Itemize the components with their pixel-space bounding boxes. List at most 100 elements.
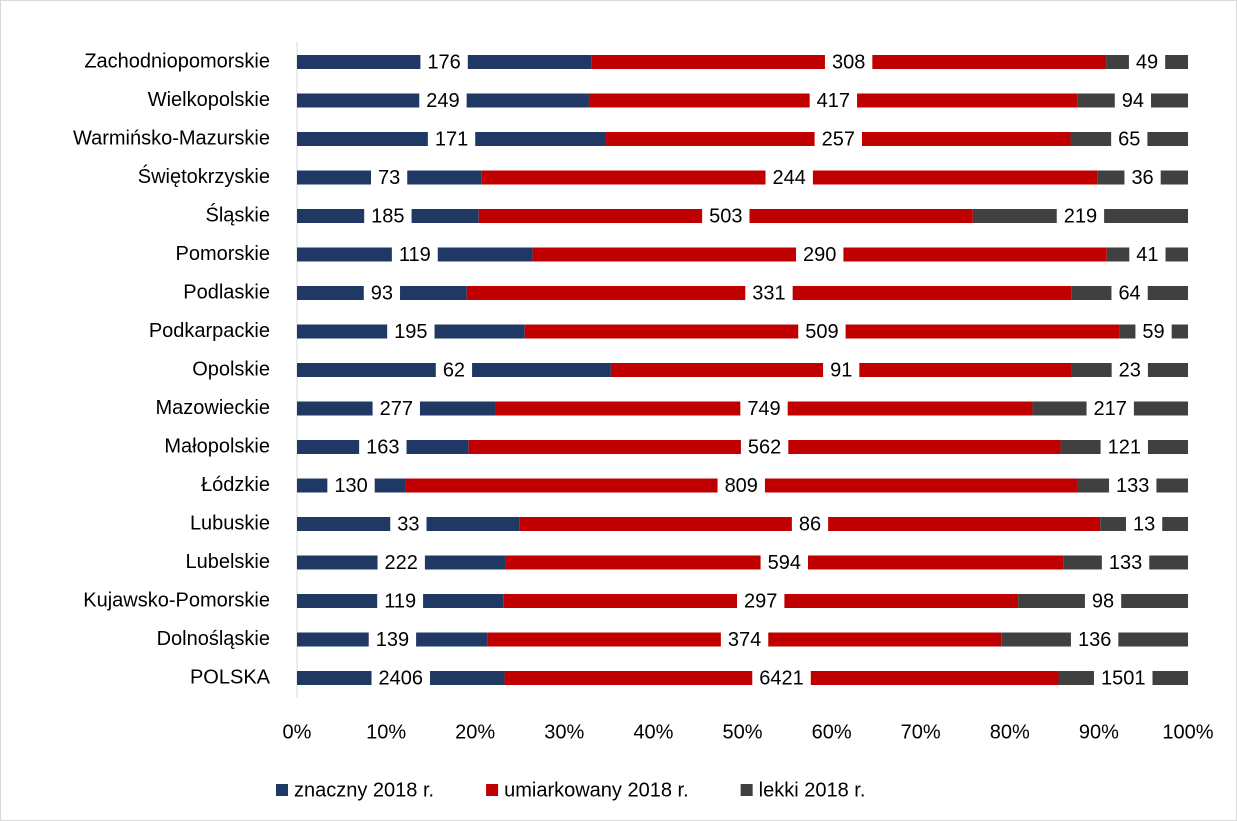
label-bg	[363, 281, 401, 305]
data-label: 73	[378, 167, 400, 189]
label-bg	[814, 127, 862, 151]
label-bg	[1109, 473, 1157, 498]
legend-swatch	[276, 784, 288, 796]
label-bg	[419, 88, 467, 113]
label-bg	[372, 396, 420, 421]
label-bg	[720, 627, 769, 652]
data-label: 374	[728, 629, 761, 651]
label-bg	[371, 666, 431, 690]
label-bg	[1100, 435, 1148, 459]
label-bg	[737, 589, 785, 613]
label-bg	[740, 435, 789, 459]
data-label: 130	[334, 475, 367, 497]
label-bg	[1128, 50, 1166, 74]
label-bg	[391, 242, 438, 267]
label-bg	[791, 512, 829, 536]
data-label: 49	[1136, 51, 1158, 73]
x-tick-label: 60%	[812, 721, 852, 743]
x-tick-label: 100%	[1162, 721, 1213, 743]
label-bg	[420, 50, 468, 74]
y-tick-label: Wielkopolskie	[148, 89, 270, 111]
label-bg	[371, 165, 408, 190]
data-label: 277	[380, 398, 413, 420]
data-label: 417	[817, 90, 850, 112]
label-bg	[1111, 281, 1148, 305]
legend-label: umiarkowany 2018 r.	[504, 779, 689, 801]
y-tick-label: Kujawsko-Pomorskie	[83, 589, 270, 611]
y-tick-label: Opolskie	[192, 358, 270, 380]
y-tick-label: Podkarpackie	[149, 320, 270, 342]
label-bg	[702, 204, 750, 228]
data-label: 36	[1131, 167, 1153, 189]
x-tick-label: 40%	[633, 721, 673, 743]
y-tick-label: POLSKA	[190, 666, 271, 688]
data-label: 244	[773, 167, 806, 189]
label-bg	[717, 473, 765, 498]
data-label: 509	[805, 321, 838, 343]
label-bg	[1124, 165, 1161, 190]
label-bg	[1126, 512, 1163, 536]
x-tick-label: 70%	[901, 721, 941, 743]
x-tick-label: 0%	[283, 721, 312, 743]
data-label: 562	[748, 436, 781, 458]
label-bg	[752, 666, 811, 690]
x-tick-label: 90%	[1079, 721, 1119, 743]
data-label: 133	[1116, 475, 1149, 497]
y-tick-label: Śląskie	[206, 202, 270, 226]
data-label: 94	[1122, 90, 1144, 112]
data-label: 65	[1118, 128, 1140, 150]
data-label: 171	[435, 128, 468, 150]
legend-label: znaczny 2018 r.	[294, 779, 434, 801]
label-bg	[809, 88, 858, 113]
label-bg	[364, 204, 412, 228]
label-bg	[390, 512, 427, 536]
data-label: 195	[394, 321, 427, 343]
data-label: 594	[768, 552, 801, 574]
data-label: 331	[752, 282, 785, 304]
label-bg	[1056, 204, 1105, 228]
data-label: 257	[822, 128, 855, 150]
label-bg	[745, 281, 793, 305]
label-bg	[798, 319, 846, 344]
label-bg	[1135, 319, 1172, 344]
data-label: 133	[1109, 552, 1142, 574]
legend-label: lekki 2018 r.	[759, 779, 866, 801]
y-tick-label: Warmińsko-Mazurskie	[73, 127, 270, 149]
label-bg	[1101, 550, 1150, 575]
label-bg	[377, 589, 424, 613]
label-bg	[1111, 358, 1148, 382]
label-bg	[1084, 589, 1122, 613]
label-bg	[435, 358, 473, 382]
data-label: 2406	[379, 667, 424, 689]
data-label: 59	[1142, 321, 1164, 343]
label-bg	[377, 550, 425, 575]
label-bg	[1094, 666, 1153, 690]
data-label: 23	[1119, 359, 1141, 381]
data-label: 13	[1133, 513, 1155, 535]
data-label: 136	[1078, 629, 1111, 651]
y-tick-label: Pomorskie	[176, 243, 270, 265]
data-label: 119	[399, 244, 431, 266]
data-label: 119	[384, 590, 416, 612]
data-label: 1501	[1101, 667, 1146, 689]
data-label: 297	[744, 590, 777, 612]
label-bg	[740, 396, 788, 421]
y-tick-label: Mazowieckie	[156, 397, 270, 419]
data-label: 86	[799, 513, 821, 535]
label-bg	[1086, 396, 1134, 421]
data-label: 290	[803, 244, 836, 266]
data-label: 217	[1094, 398, 1127, 420]
legend-swatch	[740, 784, 753, 796]
legend-swatch	[486, 784, 499, 796]
data-label: 6421	[759, 667, 804, 689]
data-label: 503	[709, 205, 742, 227]
data-label: 93	[371, 282, 393, 304]
data-label: 749	[747, 398, 780, 420]
x-tick-label: 80%	[990, 721, 1030, 743]
data-label: 91	[830, 359, 852, 381]
y-tick-label: Łódzkie	[201, 474, 270, 496]
y-tick-label: Lubuskie	[190, 512, 270, 534]
x-tick-label: 50%	[722, 721, 762, 743]
label-bg	[368, 627, 417, 652]
